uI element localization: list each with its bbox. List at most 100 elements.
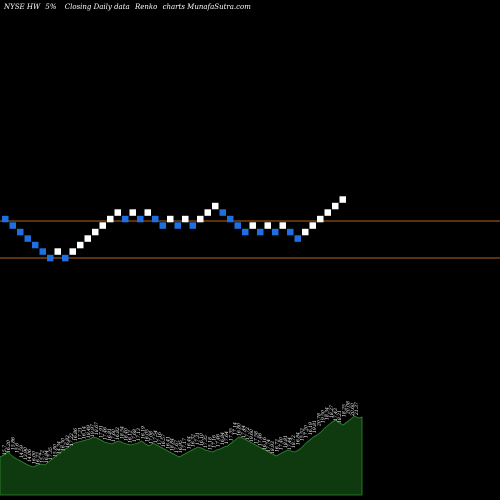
renko-brick-up	[332, 202, 339, 210]
volume-label: 17.46	[103, 427, 109, 440]
volume-labels: 15.7 16.20 15.86 15.6 14.59 13.90 14.06 16.00 16…	[2, 401, 360, 465]
volume-label: 15.86	[10, 437, 16, 450]
volume-label: 16.95	[178, 440, 184, 453]
volume-label: 16.84	[295, 432, 301, 445]
renko-brick-down	[159, 222, 166, 229]
volume-label: 14.34	[57, 441, 63, 454]
renko-brick-down	[242, 228, 249, 236]
volume-label: 15.18	[207, 437, 213, 450]
volume-label: 18.21	[337, 410, 343, 423]
volume-label: 16.14	[82, 426, 88, 439]
volume-area	[0, 415, 363, 496]
volume-label: 17.21	[77, 427, 83, 440]
volume-panel	[0, 415, 363, 496]
volume-label: 17.64	[224, 431, 230, 444]
renko-brick-down	[234, 222, 241, 229]
volume-label: 17.43	[333, 408, 339, 421]
volume-label: 16.84	[220, 432, 226, 445]
volume-label: 16.05	[145, 429, 151, 442]
volume-label: 17.46	[216, 434, 222, 447]
volume-label: 17.14	[233, 422, 239, 435]
volume-label: 15.6	[15, 443, 21, 453]
renko-brick-up	[339, 196, 346, 203]
volume-label: 17.72	[245, 427, 251, 440]
volume-label: 19.97	[90, 424, 96, 437]
volume-label: 17.44	[241, 425, 247, 438]
volume-label: 16.19	[308, 422, 314, 435]
header-interval: 5%	[45, 3, 56, 11]
volume-label: 18.34	[325, 407, 331, 420]
header-chart-desc: Closing Daily data	[65, 3, 130, 11]
renko-brick-down	[122, 215, 129, 223]
volume-label: 16.57	[161, 434, 167, 447]
renko-brick-up	[114, 209, 121, 216]
volume-label: 20.08	[346, 401, 352, 415]
volume-label: 16.72	[274, 439, 280, 452]
renko-brick-up	[317, 215, 324, 223]
renko-brick-down	[152, 215, 159, 223]
renko-brick-up	[167, 215, 174, 223]
volume-label: 18.84	[170, 438, 176, 451]
volume-label: 18.54	[119, 426, 125, 439]
renko-brick-down	[272, 228, 279, 236]
volume-label: 16.44	[186, 436, 192, 449]
volume-label: 17.13	[136, 428, 142, 441]
volume-label: 18.40	[124, 428, 130, 441]
renko-brick-up	[69, 248, 76, 255]
renko-brick-up	[212, 202, 219, 210]
volume-label: 16.10	[199, 433, 205, 446]
renko-brick-down	[9, 222, 16, 229]
volume-label: 17.46	[258, 433, 264, 446]
volume-label: 17.40	[279, 437, 285, 450]
volume-label: 17.31	[195, 432, 201, 445]
renko-brick-down	[47, 254, 54, 262]
volume-label: 18.27	[329, 405, 335, 418]
volume-label: 17.22	[69, 433, 75, 446]
volume-label: 17.44	[287, 437, 293, 450]
renko-brick-up	[99, 222, 106, 229]
renko-brick-down	[17, 228, 24, 236]
volume-label: 16.32	[191, 434, 197, 447]
renko-brick-up	[197, 215, 204, 223]
renko-brick-up	[144, 209, 151, 216]
volume-label: 18.81	[283, 435, 289, 448]
renko-brick-up	[302, 228, 309, 236]
renko-brick-down	[257, 228, 264, 236]
volume-label: 17.35	[228, 428, 234, 441]
volume-label: 14.06	[27, 449, 33, 462]
renko-brick-up	[84, 235, 91, 242]
renko-brick-down	[219, 209, 226, 216]
volume-label: 16.22	[36, 452, 42, 465]
volume-label: 16.82	[65, 435, 71, 448]
volume-label: 16.30	[61, 438, 67, 451]
renko-brick-down	[2, 215, 9, 223]
volume-label: 16.82	[115, 427, 121, 440]
renko-brick-up	[279, 222, 286, 229]
volume-label: 18.67	[94, 422, 100, 435]
renko-brick-up	[264, 222, 271, 229]
volume-label: 16.00	[31, 451, 37, 464]
renko-brick-up	[324, 209, 331, 216]
chart-header: NYSE HW 5% Closing Daily data Renko char…	[3, 3, 251, 11]
volume-label: 17.74	[266, 439, 272, 452]
volume-label: 17.08	[149, 431, 155, 444]
volume-label: 17.60	[111, 429, 117, 442]
volume-label: 17.91	[98, 425, 104, 438]
renko-brick-up	[77, 241, 84, 249]
renko-brick-down	[32, 241, 39, 249]
volume-label: 17.35	[48, 447, 54, 460]
volume-label: 15.52	[300, 428, 306, 441]
volume-label: 18.72	[291, 435, 297, 448]
renko-brick-down	[189, 222, 196, 229]
volume-label: 20.60	[350, 403, 356, 417]
volume-label: 18.25	[341, 404, 347, 417]
header-symbol: NYSE HW	[3, 3, 41, 11]
volume-label: 15.80	[52, 444, 58, 457]
volume-label: 15.7	[2, 445, 8, 455]
renko-brick-up	[309, 222, 316, 229]
renko-brick-down	[39, 248, 46, 255]
renko-brick-down	[227, 215, 234, 223]
renko-brick-up	[204, 209, 211, 216]
volume-label: 17.16	[212, 435, 218, 448]
